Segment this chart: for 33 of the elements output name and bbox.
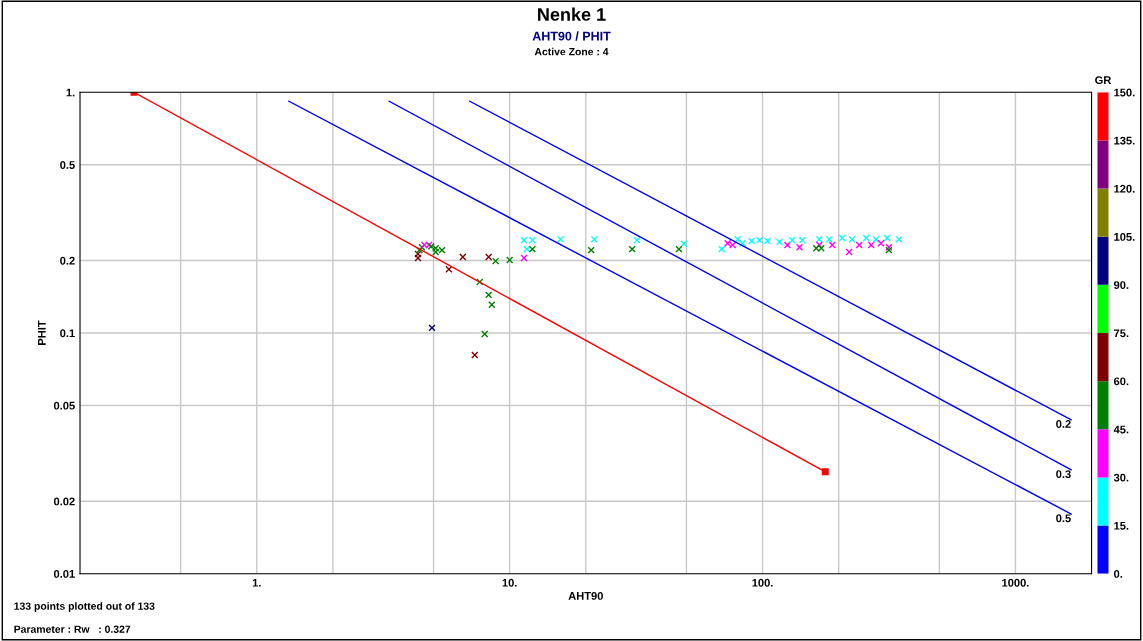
color-bar-label: 120. bbox=[1114, 184, 1135, 193]
chart-title: Nenke 1 bbox=[538, 7, 606, 21]
y-tick-label: 0.05 bbox=[53, 401, 75, 410]
color-bar-title: GR bbox=[1095, 76, 1112, 85]
y-tick-label: 1. bbox=[66, 88, 75, 97]
color-bar-label: 150. bbox=[1114, 88, 1135, 97]
series-label: 0.5 bbox=[1056, 514, 1071, 523]
y-axis-title: PHIT bbox=[38, 320, 46, 345]
color-bar-label: 30. bbox=[1113, 473, 1129, 482]
color-bar-label: 0. bbox=[1114, 569, 1123, 578]
text: 133 points plotted out of 133 bbox=[14, 602, 155, 612]
x-axis-title: AHT90 bbox=[568, 591, 603, 600]
color-bar-label: 135. bbox=[1114, 136, 1135, 145]
y-tick-label: 0.01 bbox=[53, 569, 75, 578]
chart-subtitle: AHT90 / PHIT bbox=[532, 31, 611, 41]
color-bar-label: 15. bbox=[1114, 521, 1129, 530]
series-label: 0.2 bbox=[1056, 420, 1071, 428]
color-bar-label: 60. bbox=[1113, 377, 1129, 386]
y-tick-label: 0.5 bbox=[60, 161, 75, 169]
series-label: 0.3 bbox=[1056, 470, 1071, 479]
color-bar-label: 75. bbox=[1114, 329, 1129, 338]
x-tick-label: 1. bbox=[252, 578, 261, 587]
y-tick-label: 0.02 bbox=[53, 497, 75, 506]
text: Active Zone : 4 bbox=[534, 47, 609, 56]
text: Parameter : Rw : 0.327 bbox=[14, 625, 131, 633]
x-tick-label: 10. bbox=[502, 578, 517, 587]
color-bar-label: 45. bbox=[1113, 425, 1129, 434]
y-tick-label: 0.1 bbox=[60, 329, 75, 338]
x-tick-label: 100. bbox=[752, 578, 773, 587]
color-bar-label: 90. bbox=[1113, 281, 1129, 289]
color-bar-label: 105. bbox=[1114, 232, 1135, 241]
y-tick-label: 0.2 bbox=[60, 256, 75, 265]
x-tick-label: 1000. bbox=[1002, 578, 1029, 587]
